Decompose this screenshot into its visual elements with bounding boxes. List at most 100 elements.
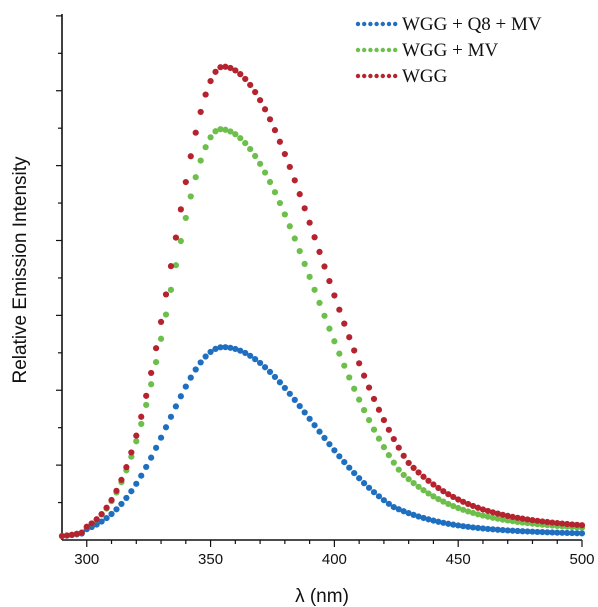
- data-point: [296, 247, 303, 255]
- data-point: [286, 223, 293, 230]
- data-point: [247, 145, 254, 153]
- data-point: [301, 409, 308, 416]
- x-tick-label: 300: [74, 551, 99, 568]
- data-point: [311, 286, 318, 293]
- legend-swatch-dot: [368, 73, 373, 79]
- data-point: [291, 235, 298, 242]
- data-point: [504, 527, 511, 534]
- data-point: [148, 381, 155, 388]
- data-point: [336, 306, 343, 313]
- data-point: [331, 292, 338, 299]
- data-point: [524, 516, 531, 523]
- data-point: [365, 384, 373, 391]
- data-point: [395, 444, 402, 451]
- data-point: [68, 531, 76, 538]
- data-point: [227, 128, 234, 135]
- data-point: [524, 528, 531, 535]
- data-point: [276, 379, 284, 386]
- data-point: [445, 500, 452, 508]
- data-point: [128, 449, 135, 456]
- data-point: [360, 480, 368, 487]
- data-point: [321, 312, 328, 319]
- data-point: [440, 519, 447, 526]
- data-point: [187, 153, 194, 160]
- data-point: [430, 493, 437, 500]
- legend-swatch-dot: [386, 47, 392, 53]
- data-point: [133, 432, 140, 439]
- data-point: [281, 150, 288, 158]
- data-point: [78, 529, 85, 536]
- data-point: [252, 356, 259, 363]
- data-point: [356, 360, 363, 367]
- data-point: [326, 277, 333, 285]
- data-point: [222, 126, 229, 133]
- data-point: [420, 487, 427, 494]
- data-point: [266, 116, 274, 123]
- data-point: [356, 396, 363, 403]
- data-point: [445, 520, 452, 527]
- data-point: [286, 163, 293, 171]
- data-point: [460, 506, 467, 513]
- data-point: [469, 509, 477, 517]
- data-point: [351, 469, 358, 477]
- data-point: [390, 459, 397, 466]
- data-point: [365, 417, 373, 424]
- data-point: [157, 335, 165, 342]
- data-point: [187, 193, 194, 200]
- legend-item: WGG + Q8 + MV: [355, 14, 542, 35]
- data-point: [430, 481, 437, 488]
- x-tick-label: 400: [322, 551, 347, 568]
- legend-swatch-dot: [393, 21, 398, 27]
- data-point: [564, 520, 571, 528]
- data-point: [420, 514, 427, 522]
- data-point: [212, 345, 219, 352]
- legend-swatch-dot: [380, 47, 385, 53]
- data-point: [375, 493, 383, 500]
- data-point: [385, 500, 392, 507]
- data-point: [494, 515, 501, 522]
- data-point: [247, 352, 254, 359]
- data-point: [341, 459, 348, 466]
- data-point: [148, 369, 155, 377]
- legend-swatch-dot: [368, 21, 373, 27]
- data-point: [212, 68, 219, 75]
- data-point: [143, 463, 150, 471]
- data-point: [152, 444, 160, 451]
- data-point: [380, 444, 388, 451]
- data-point: [400, 452, 407, 459]
- data-point: [58, 532, 66, 540]
- data-point: [504, 512, 511, 519]
- data-point: [197, 359, 204, 366]
- data-point: [529, 528, 536, 535]
- data-point: [88, 520, 95, 527]
- data-point: [326, 441, 333, 448]
- data-point: [484, 525, 492, 533]
- data-point: [519, 528, 526, 535]
- data-point: [573, 530, 581, 537]
- data-point: [113, 506, 120, 513]
- data-point: [73, 530, 80, 537]
- data-point: [455, 496, 462, 503]
- data-point: [301, 205, 308, 212]
- data-point: [509, 518, 516, 525]
- data-point: [93, 521, 100, 528]
- data-point: [157, 434, 165, 441]
- axes: [61, 14, 582, 541]
- data-point: [331, 447, 338, 454]
- legend-swatch-dot: [386, 21, 392, 27]
- data-point: [425, 490, 432, 497]
- data-point: [182, 214, 189, 222]
- x-tick-label: 500: [569, 551, 594, 568]
- data-point: [222, 344, 229, 351]
- data-point: [529, 517, 536, 524]
- series-3: [58, 63, 586, 540]
- data-point: [276, 199, 284, 207]
- legend-swatch-dot: [393, 47, 398, 53]
- data-point: [167, 413, 175, 420]
- data-point: [360, 372, 368, 379]
- data-point: [514, 527, 521, 535]
- data-point: [192, 174, 199, 181]
- data-point: [271, 373, 279, 381]
- data-point: [331, 338, 338, 345]
- data-point: [375, 406, 383, 413]
